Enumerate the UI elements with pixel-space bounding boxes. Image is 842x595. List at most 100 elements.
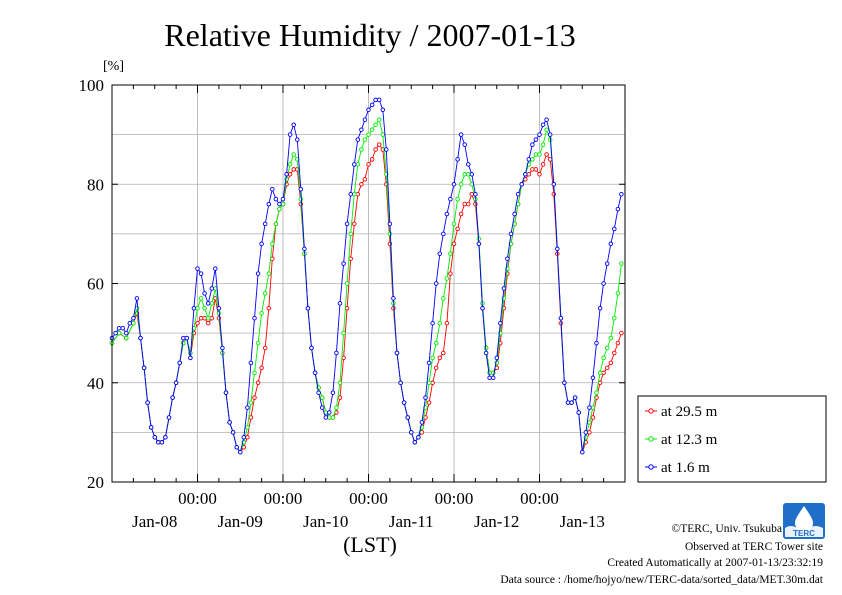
data-point — [344, 281, 350, 286]
data-point — [230, 430, 236, 435]
data-point — [362, 137, 368, 142]
data-point — [295, 137, 300, 142]
data-point — [352, 221, 357, 227]
data-point — [512, 211, 517, 217]
data-point — [362, 177, 368, 182]
data-point — [430, 355, 435, 361]
data-point — [369, 102, 375, 108]
x-day-label: Jan-10 — [303, 512, 348, 531]
data-point — [245, 405, 250, 410]
data-point — [280, 201, 286, 207]
data-point — [366, 107, 371, 113]
data-point — [448, 196, 453, 202]
legend-label: at 1.6 m — [661, 460, 710, 476]
y-tick-label: 40 — [87, 374, 104, 393]
data-point — [262, 291, 268, 296]
data-point — [615, 206, 621, 212]
data-point — [458, 211, 464, 217]
data-point — [334, 405, 339, 410]
data-point — [355, 137, 361, 142]
data-point — [430, 320, 435, 326]
x-time-label: 00:00 — [435, 489, 474, 508]
data-point — [319, 395, 325, 400]
data-point — [612, 226, 617, 232]
data-point — [255, 340, 261, 346]
data-point — [298, 196, 304, 202]
data-point — [558, 315, 564, 321]
data-point — [601, 355, 606, 361]
data-point — [373, 122, 378, 127]
data-point — [220, 345, 225, 351]
data-point — [555, 246, 560, 252]
data-point — [134, 296, 140, 301]
data-point — [366, 132, 371, 137]
data-point — [337, 301, 343, 306]
data-point — [551, 182, 557, 187]
data-point — [205, 315, 211, 321]
data-point — [138, 335, 143, 341]
data-point — [191, 306, 197, 311]
data-point — [469, 191, 475, 197]
data-point — [152, 435, 158, 440]
data-point — [330, 390, 336, 395]
data-point — [519, 182, 524, 187]
y-tick-label: 80 — [87, 175, 104, 194]
data-point — [576, 410, 581, 415]
data-point — [248, 415, 254, 420]
data-point — [362, 117, 368, 122]
data-point — [483, 350, 489, 356]
data-point — [216, 306, 222, 311]
data-point — [327, 410, 332, 415]
x-day-label: Jan-11 — [389, 512, 434, 531]
legend-label: at 12.3 m — [661, 432, 718, 448]
data-point — [441, 350, 446, 356]
data-point — [384, 147, 389, 152]
data-point — [437, 320, 443, 326]
data-point — [608, 360, 614, 366]
data-point — [334, 350, 339, 356]
y-axis-unit: [%] — [103, 59, 124, 74]
data-point — [455, 226, 460, 232]
data-point — [227, 420, 232, 425]
data-point — [252, 370, 257, 376]
data-point — [366, 162, 371, 167]
data-point — [369, 157, 375, 162]
data-point — [451, 241, 457, 247]
data-point — [323, 415, 329, 420]
data-point — [380, 132, 386, 137]
data-point — [426, 380, 432, 386]
x-axis-label: (LST) — [343, 532, 397, 557]
data-point — [116, 325, 122, 331]
data-point — [540, 142, 546, 147]
data-point — [515, 191, 521, 197]
data-point — [412, 440, 418, 445]
series-line — [111, 99, 622, 454]
data-point — [184, 335, 190, 341]
data-point — [594, 390, 599, 395]
data-point — [455, 157, 460, 162]
data-point — [266, 306, 272, 311]
data-point — [337, 395, 343, 400]
data-point — [523, 172, 528, 177]
data-point — [259, 241, 264, 247]
data-point — [466, 201, 471, 207]
data-point — [270, 186, 275, 192]
data-point — [148, 425, 154, 430]
data-point — [533, 137, 539, 142]
data-point — [273, 196, 279, 202]
data-point — [394, 350, 400, 356]
series-0 — [109, 142, 624, 455]
data-point — [173, 380, 179, 386]
x-day-label: Jan-09 — [218, 512, 263, 531]
data-point — [344, 221, 350, 227]
data-point — [305, 306, 311, 311]
data-point — [298, 186, 304, 192]
data-point — [530, 157, 535, 162]
data-point — [252, 315, 257, 321]
data-point — [245, 425, 250, 430]
data-point — [458, 182, 464, 187]
series-1 — [109, 117, 624, 455]
data-point — [437, 355, 443, 361]
data-point — [270, 241, 275, 247]
data-point — [195, 266, 200, 271]
